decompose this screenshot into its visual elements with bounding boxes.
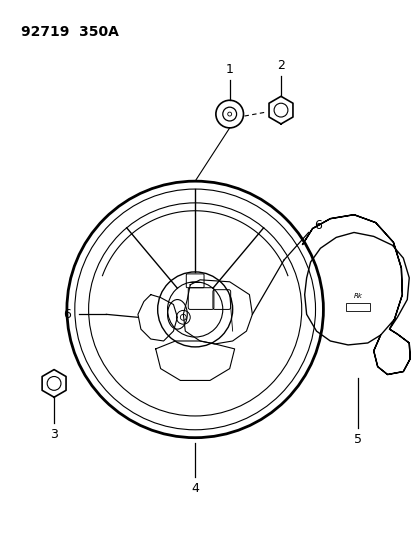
Text: 6: 6 bbox=[314, 219, 322, 232]
Text: 1: 1 bbox=[225, 63, 233, 76]
Text: 4: 4 bbox=[191, 482, 199, 496]
Text: 6: 6 bbox=[63, 308, 71, 321]
Text: 5: 5 bbox=[353, 433, 361, 446]
Bar bbox=[345, 303, 369, 311]
Text: 92719  350A: 92719 350A bbox=[21, 25, 118, 39]
Text: 2: 2 bbox=[276, 59, 284, 72]
Text: 3: 3 bbox=[50, 428, 58, 441]
Text: Rk: Rk bbox=[353, 293, 361, 298]
